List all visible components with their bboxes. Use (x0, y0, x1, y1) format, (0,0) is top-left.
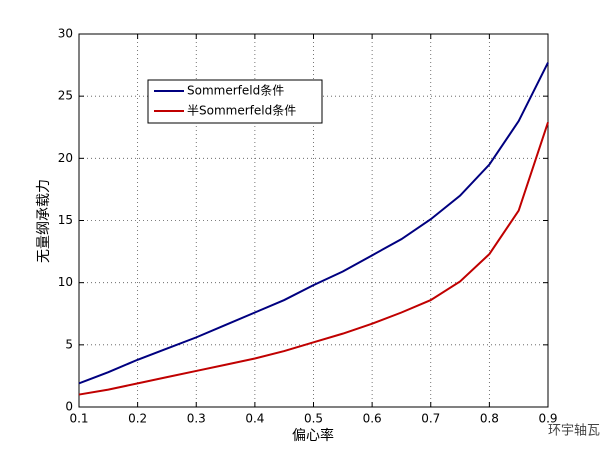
series-line (78, 121, 549, 396)
y-tick-label: 25 (58, 89, 73, 103)
legend-label: Sommerfeld条件 (187, 84, 284, 98)
x-tick-label: 0.7 (421, 412, 440, 426)
x-tick-label: 0.9 (538, 412, 557, 426)
x-tick-label: 0.8 (480, 412, 499, 426)
y-tick-label: 5 (65, 337, 73, 351)
x-tick-label: 0.4 (245, 412, 264, 426)
series-line (78, 62, 549, 385)
x-tick-label: 0.2 (128, 412, 147, 426)
y-tick-label: 10 (58, 275, 73, 289)
x-tick-label: 0.5 (304, 412, 323, 426)
watermark: 环宇轴瓦 (548, 424, 600, 439)
y-tick-label: 30 (58, 27, 73, 41)
x-axis-label: 偏心率 (292, 427, 334, 444)
legend-label: 半Sommerfeld条件 (187, 104, 296, 118)
x-tick-label: 0.1 (69, 412, 88, 426)
x-tick-label: 0.3 (187, 412, 206, 426)
plot-frame (78, 33, 549, 408)
y-tick-label: 20 (58, 151, 73, 165)
y-tick-label: 15 (58, 213, 73, 227)
y-axis-label: 无量纲承载力 (36, 179, 52, 263)
x-tick-label: 0.6 (363, 412, 382, 426)
legend-box (147, 79, 323, 124)
y-tick-label: 0 (65, 400, 73, 414)
